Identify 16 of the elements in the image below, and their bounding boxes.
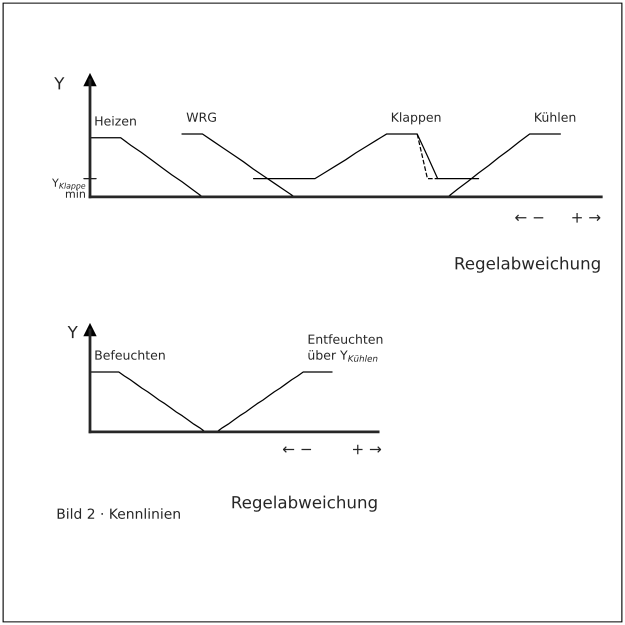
text: + → <box>352 444 382 454</box>
series-label: Klappen <box>392 112 440 124</box>
series-label: WRG <box>186 112 216 122</box>
text: Bild 2 · Kennlinien <box>58 508 180 519</box>
text: Y$_{Klappe}$ min <box>52 178 86 198</box>
series-label: Kühlen <box>535 112 576 122</box>
x-axis-title: Regelabweichung <box>456 256 600 273</box>
text: + → <box>572 213 600 223</box>
series-label: Heizen <box>95 116 136 126</box>
series-label: Entfeuchten über Y$_{Kühlen}$ <box>308 334 382 362</box>
text: ← − <box>282 446 312 453</box>
y-axis-title: Y <box>68 326 78 338</box>
legend-label: Befeuchten <box>95 350 165 360</box>
y-axis-title: Y <box>54 77 64 90</box>
text: ← − <box>515 214 544 222</box>
x-axis-title: Regelabweichung <box>232 496 377 512</box>
